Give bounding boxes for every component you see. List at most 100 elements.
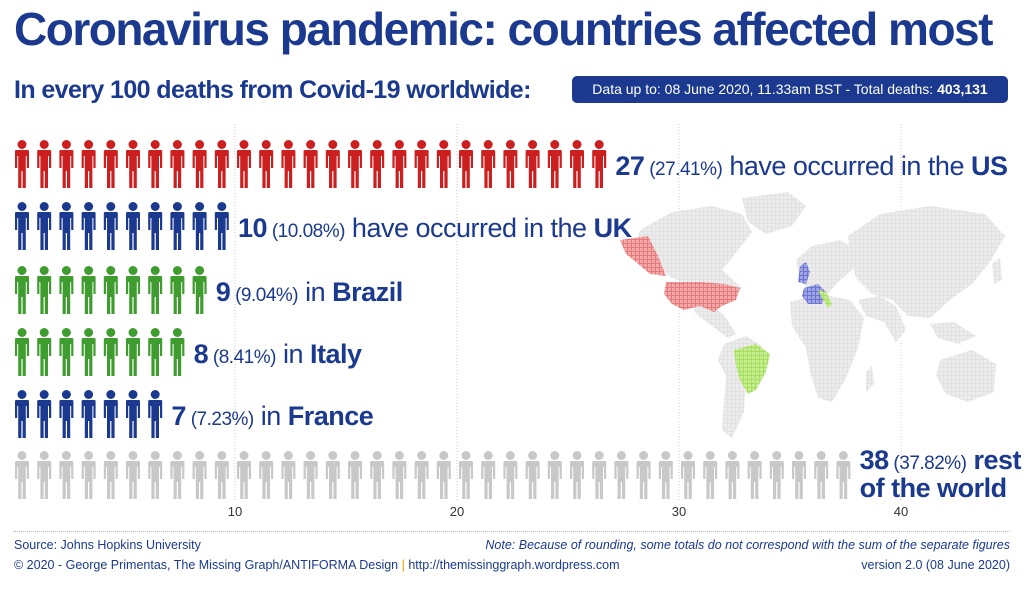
person-us-22 [481, 140, 496, 188]
person-us-25 [547, 140, 562, 188]
person-rest-21 [459, 451, 473, 499]
person-france-6 [126, 390, 140, 438]
person-rest-13 [281, 451, 296, 499]
pct-france: (7.23%) [186, 409, 254, 430]
data-badge: Data up to: 08 June 2020, 11.33am BST - … [572, 76, 1008, 103]
person-rest-37 [814, 451, 829, 499]
person-rest-38 [836, 451, 851, 499]
pct-us: (27.41%) [644, 159, 722, 180]
pct-brazil: (9.04%) [230, 285, 298, 306]
person-italy-2 [37, 328, 52, 376]
label-brazil: 9 (9.04%) in Brazil [216, 277, 403, 307]
person-brazil-1 [15, 266, 29, 314]
world-map [600, 190, 1020, 440]
person-rest-36 [792, 451, 806, 499]
person-us-13 [281, 140, 296, 188]
tick-label-20: 20 [450, 504, 464, 519]
label-us: 27 (27.41%) have occurred in the US [615, 151, 1007, 181]
person-rest-34 [747, 451, 762, 499]
person-us-18 [392, 140, 407, 188]
person-rest-12 [259, 451, 274, 499]
person-france-5 [103, 390, 118, 438]
person-us-27 [592, 140, 607, 188]
person-brazil-8 [170, 266, 185, 314]
label-rest: 38 (37.82%) rest [860, 445, 1022, 475]
person-italy-8 [170, 328, 185, 376]
person-rest-5 [103, 451, 118, 499]
website-link[interactable]: http://themissinggraph.wordpress.com [408, 558, 620, 572]
person-rest-19 [414, 451, 429, 499]
person-rest-10 [214, 451, 229, 499]
person-rest-9 [192, 451, 207, 499]
person-uk-7 [148, 202, 163, 250]
person-uk-10 [214, 202, 229, 250]
person-france-7 [148, 390, 163, 438]
person-us-17 [370, 140, 385, 188]
label-text-rest-2: of the world [860, 473, 1007, 503]
person-us-6 [126, 140, 140, 188]
person-brazil-2 [37, 266, 52, 314]
person-rest-22 [481, 451, 496, 499]
person-us-23 [503, 140, 518, 188]
person-rest-26 [570, 451, 584, 499]
person-rest-28 [614, 451, 629, 499]
person-italy-7 [148, 328, 163, 376]
badge-prefix: Data up to: 08 June 2020, 11.33am BST - … [592, 81, 938, 97]
person-france-3 [59, 390, 74, 438]
person-brazil-6 [126, 266, 140, 314]
person-rest-20 [436, 451, 451, 499]
person-brazil-3 [59, 266, 74, 314]
person-brazil-9 [192, 266, 207, 314]
tick-label-10: 10 [228, 504, 242, 519]
pct-rest: (37.82%) [889, 453, 967, 474]
person-us-24 [525, 140, 540, 188]
person-uk-9 [192, 202, 207, 250]
tick-label-30: 30 [672, 504, 686, 519]
person-us-2 [37, 140, 52, 188]
person-france-4 [81, 390, 96, 438]
value-uk: 10 [238, 213, 267, 243]
person-rest-30 [658, 451, 673, 499]
value-italy: 8 [194, 339, 209, 369]
person-us-3 [59, 140, 74, 188]
person-rest-16 [348, 451, 362, 499]
value-rest: 38 [860, 445, 890, 475]
person-us-16 [348, 140, 362, 188]
copyright-text: © 2020 - George Primentas, The Missing G… [14, 558, 399, 572]
person-france-2 [37, 390, 52, 438]
person-italy-6 [126, 328, 140, 376]
row-uk: 10 (10.08%) have occurred in the UK [15, 202, 633, 250]
label-uk: 10 (10.08%) have occurred in the UK [238, 213, 633, 243]
person-us-20 [436, 140, 451, 188]
person-us-10 [214, 140, 229, 188]
person-rest-11 [237, 451, 251, 499]
country-france: France [288, 401, 374, 431]
label-france: 7 (7.23%) in France [171, 401, 373, 431]
pct-italy: (8.41%) [208, 347, 276, 368]
label-italy: 8 (8.41%) in Italy [194, 339, 362, 369]
person-uk-6 [126, 202, 140, 250]
person-rest-1 [15, 451, 29, 499]
person-rest-32 [703, 451, 718, 499]
source-text: Source: Johns Hopkins University [14, 538, 201, 552]
person-us-11 [237, 140, 251, 188]
version-text: version 2.0 (08 June 2020) [861, 558, 1010, 572]
pct-uk: (10.08%) [267, 221, 345, 242]
person-us-15 [325, 140, 340, 188]
person-rest-15 [325, 451, 340, 499]
person-rest-23 [503, 451, 518, 499]
person-france-1 [15, 390, 29, 438]
person-rest-2 [37, 451, 52, 499]
person-brazil-5 [103, 266, 118, 314]
person-uk-4 [81, 202, 96, 250]
label-text-brazil: in [298, 277, 332, 307]
person-us-8 [170, 140, 185, 188]
person-rest-27 [592, 451, 607, 499]
row-italy: 8 (8.41%) in Italy [15, 328, 362, 376]
person-us-14 [303, 140, 318, 188]
badge-total: 403,131 [937, 81, 988, 97]
person-us-26 [570, 140, 584, 188]
person-rest-7 [148, 451, 163, 499]
country-uk: UK [594, 213, 633, 243]
tick-label-40: 40 [894, 504, 908, 519]
